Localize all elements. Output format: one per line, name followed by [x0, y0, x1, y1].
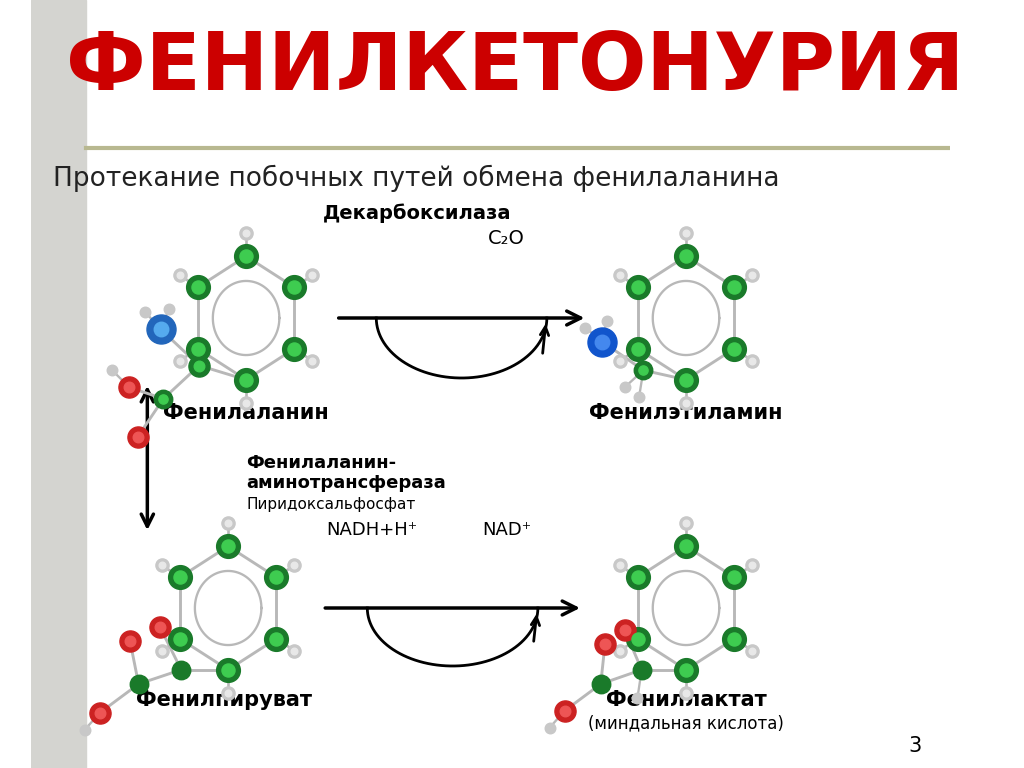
Text: Фенилэтиламин: Фенилэтиламин [589, 403, 782, 423]
Text: C₂O: C₂O [488, 229, 525, 247]
Text: Фенилаланин-: Фенилаланин- [246, 454, 396, 472]
Text: ФЕНИЛКЕТОНУРИЯ: ФЕНИЛКЕТОНУРИЯ [67, 29, 965, 107]
Text: (миндальная кислота): (миндальная кислота) [588, 714, 784, 732]
Text: Фенилпируват: Фенилпируват [135, 690, 311, 710]
Text: аминотрансфераза: аминотрансфераза [246, 474, 445, 492]
Bar [31, 0, 86, 768]
Text: Протекание побочных путей обмена фенилаланина: Протекание побочных путей обмена фенилал… [53, 164, 780, 192]
Text: 3: 3 [908, 736, 922, 756]
Text: Декарбоксилаза: Декарбоксилаза [323, 204, 511, 223]
Text: Фениллактат: Фениллактат [605, 690, 766, 710]
Text: Фенилаланин: Фенилаланин [163, 403, 329, 423]
Text: Пиридоксальфосфат: Пиридоксальфосфат [246, 498, 416, 512]
Text: NADH+H⁺: NADH+H⁺ [327, 521, 418, 539]
Text: NAD⁺: NAD⁺ [482, 521, 531, 539]
